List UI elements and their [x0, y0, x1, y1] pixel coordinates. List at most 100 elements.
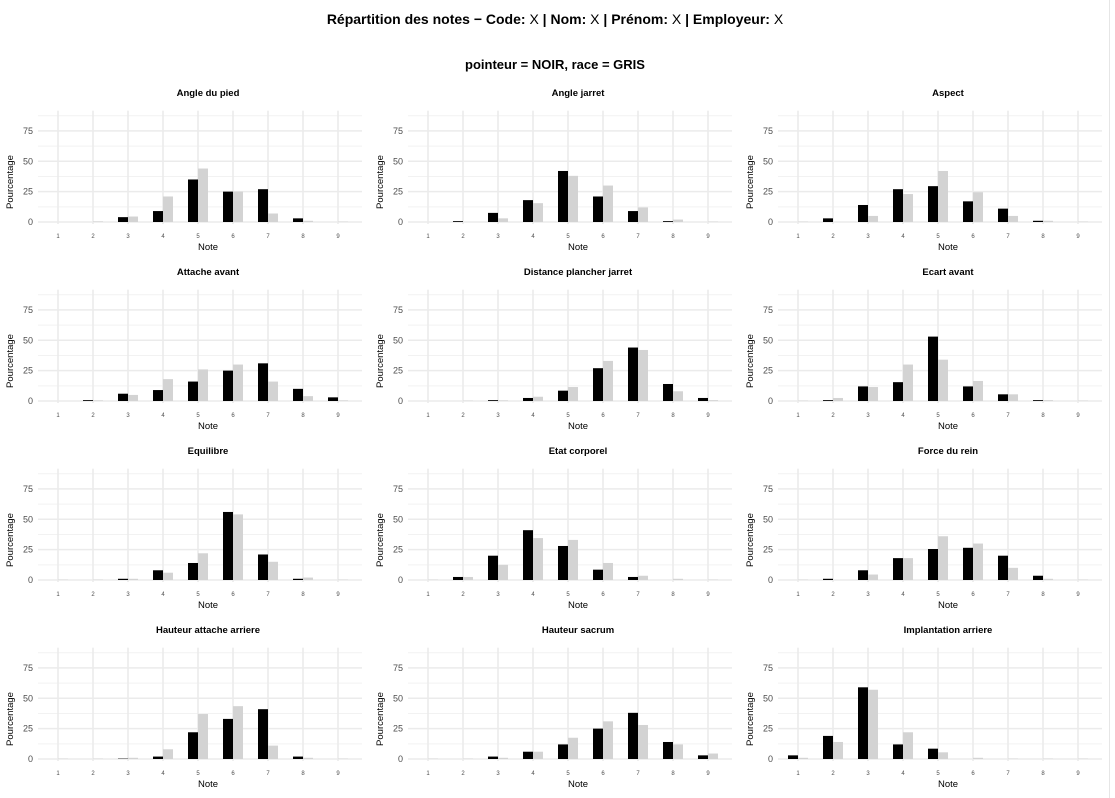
bar-race-note-4	[163, 572, 173, 580]
y-tick-label: 0	[768, 575, 773, 585]
x-tick-label: 2	[461, 771, 465, 777]
bar-pointeur-note-6	[223, 718, 233, 759]
y-tick-label: 75	[763, 305, 773, 315]
bar-race-note-3	[128, 578, 138, 580]
y-axis-label: Pourcentage	[5, 513, 16, 567]
y-tick-label: 25	[393, 366, 403, 376]
title-part: | Employeur:	[681, 11, 774, 27]
x-tick-label: 5	[566, 592, 570, 598]
bar-pointeur-note-7	[628, 211, 638, 222]
bar-pointeur-note-4	[893, 744, 903, 759]
bar-race-note-2	[93, 400, 103, 401]
facet-panel: 0 25 50 75 1 2 3 4 5 6 7 8 9 Angle du pied Note Pourcen…	[5, 88, 362, 253]
facet-panel: 0 25 50 75 1 2 3 4 5 6 7 8 9 Hauteur attache arriere N…	[5, 625, 362, 790]
y-tick-label: 25	[393, 724, 403, 734]
bar-race-note-5	[568, 387, 578, 401]
y-axis-label: Pourcentage	[745, 334, 756, 388]
bar-pointeur-note-4	[153, 570, 163, 580]
bar-race-note-5	[568, 539, 578, 580]
bar-race-note-4	[903, 732, 913, 759]
bar-pointeur-note-8	[293, 578, 303, 580]
bar-race-note-4	[903, 364, 913, 401]
bar-pointeur-note-4	[523, 530, 533, 580]
bar-pointeur-note-9	[698, 397, 708, 401]
y-tick-label: 75	[393, 305, 403, 315]
x-tick-label: 5	[936, 413, 940, 419]
bar-pointeur-note-3	[858, 570, 868, 580]
y-tick-label: 0	[28, 754, 33, 764]
x-tick-label: 2	[831, 234, 835, 240]
x-tick-label: 5	[196, 771, 200, 777]
y-axis-label: Pourcentage	[375, 334, 386, 388]
x-tick-label: 4	[161, 592, 165, 598]
bar-pointeur-note-2	[823, 218, 833, 222]
x-tick-label: 9	[1076, 413, 1080, 419]
bar-pointeur-note-8	[663, 221, 673, 222]
x-tick-label: 8	[301, 413, 305, 419]
y-tick-label: 50	[393, 514, 403, 524]
x-tick-label: 7	[1006, 771, 1010, 777]
y-tick-label: 25	[763, 187, 773, 197]
x-tick-label: 1	[56, 234, 60, 240]
bar-pointeur-note-4	[153, 756, 163, 759]
bar-race-note-9	[708, 400, 718, 401]
bar-pointeur-note-5	[928, 748, 938, 759]
x-tick-label: 7	[266, 592, 270, 598]
x-tick-label: 6	[971, 592, 975, 598]
y-tick-label: 75	[23, 663, 33, 673]
bar-race-note-3	[868, 215, 878, 222]
y-tick-label: 50	[763, 156, 773, 166]
bar-pointeur-note-4	[893, 382, 903, 401]
x-tick-label: 3	[866, 771, 870, 777]
x-tick-label: 8	[1041, 234, 1045, 240]
y-tick-label: 0	[768, 396, 773, 406]
panel-title: Angle du pied	[177, 88, 240, 99]
x-tick-label: 8	[301, 771, 305, 777]
x-axis-label: Note	[938, 779, 958, 790]
bar-race-note-7	[638, 349, 648, 401]
bar-pointeur-note-3	[488, 400, 498, 401]
y-tick-label: 25	[23, 366, 33, 376]
bar-pointeur-note-4	[523, 200, 533, 222]
x-tick-label: 1	[796, 592, 800, 598]
bar-race-note-5	[938, 359, 948, 401]
x-tick-label: 5	[196, 413, 200, 419]
y-axis-label: Pourcentage	[375, 513, 386, 567]
y-tick-label: 25	[23, 545, 33, 555]
bar-race-note-6	[233, 706, 243, 759]
bar-pointeur-note-4	[893, 558, 903, 580]
bar-race-note-6	[973, 757, 983, 759]
x-axis-label: Note	[198, 421, 218, 432]
bar-race-note-5	[938, 170, 948, 222]
x-tick-label: 2	[91, 413, 95, 419]
x-tick-label: 5	[936, 234, 940, 240]
y-axis-label: Pourcentage	[5, 155, 16, 209]
x-tick-label: 2	[91, 234, 95, 240]
x-tick-label: 4	[161, 413, 165, 419]
bar-race-note-8	[673, 219, 683, 222]
y-axis-label: Pourcentage	[745, 513, 756, 567]
y-tick-label: 25	[393, 545, 403, 555]
bar-pointeur-note-6	[223, 370, 233, 401]
x-tick-label: 9	[706, 592, 710, 598]
bar-race-note-5	[938, 752, 948, 759]
y-tick-label: 75	[393, 663, 403, 673]
bar-race-note-3	[128, 394, 138, 401]
x-tick-label: 9	[706, 771, 710, 777]
x-tick-label: 6	[601, 413, 605, 419]
bar-pointeur-note-2	[453, 576, 463, 580]
bar-pointeur-note-3	[488, 212, 498, 222]
y-tick-label: 50	[23, 156, 33, 166]
x-axis-label: Note	[938, 600, 958, 611]
x-tick-label: 4	[531, 771, 535, 777]
x-tick-label: 5	[196, 234, 200, 240]
x-tick-label: 7	[636, 771, 640, 777]
x-tick-label: 6	[231, 413, 235, 419]
x-tick-label: 7	[266, 234, 270, 240]
x-tick-label: 1	[796, 771, 800, 777]
y-axis-label: Pourcentage	[5, 334, 16, 388]
y-axis-label: Pourcentage	[745, 155, 756, 209]
bar-race-note-8	[1043, 578, 1053, 580]
bar-race-note-8	[673, 578, 683, 580]
